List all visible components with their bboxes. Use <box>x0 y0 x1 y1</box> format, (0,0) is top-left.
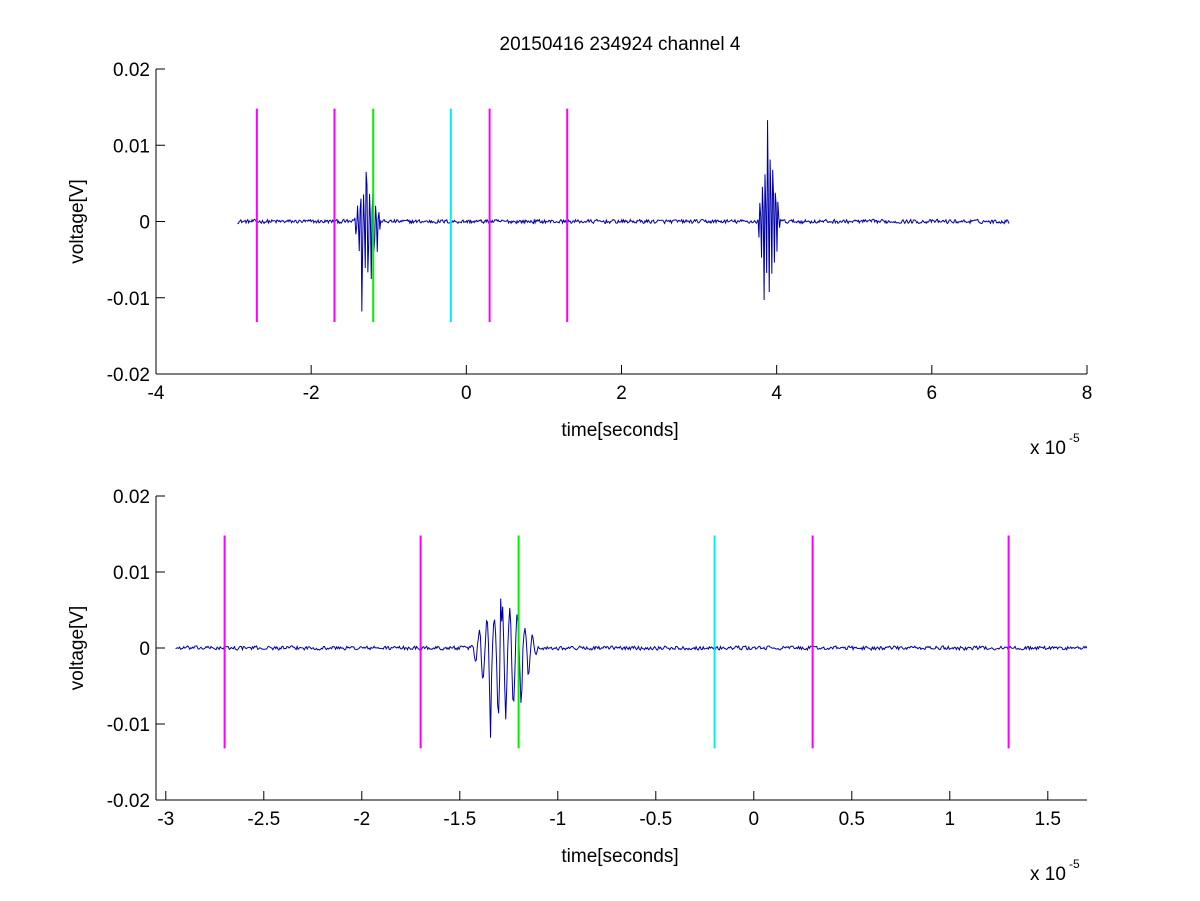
figure-title: 20150416 234924 channel 4 <box>500 34 741 55</box>
top-x-tick-label-8: 8 <box>1082 383 1093 404</box>
bottom-x-tick-label-0: 0 <box>749 809 760 830</box>
bottom-x-tick-label-m1: -1 <box>549 809 566 830</box>
bottom-y-tick-label-m0p01: -0.01 <box>107 715 150 736</box>
top-y-tick-label-0p01: 0.01 <box>113 136 150 157</box>
bottom-x-tick-label-m1p5: -1.5 <box>443 809 476 830</box>
top-x-axis-label: time[seconds] <box>561 420 678 441</box>
bottom-signal-trace <box>175 598 1087 738</box>
top-y-tick-label-m0p02: -0.02 <box>107 365 150 386</box>
bottom-x-tick-label-m0p5: -0.5 <box>639 809 672 830</box>
top-y-tick-label-m0p01: -0.01 <box>107 289 150 310</box>
bottom-x-tick-label-1: 1 <box>945 809 956 830</box>
top-plot: -4 -2 0 2 4 6 8 -0.02 -0.01 0 0.01 0.02 time[seconds… <box>67 60 1092 459</box>
top-y-tick-label-0: 0 <box>139 213 150 234</box>
top-signal-trace <box>237 120 1010 312</box>
bottom-x-tick-label-1p5: 1.5 <box>1035 809 1061 830</box>
top-y-tick-label-0p02: 0.02 <box>113 60 150 81</box>
bottom-y-tick-label-m0p02: -0.02 <box>107 791 150 812</box>
bottom-x-axis-label: time[seconds] <box>561 846 678 867</box>
bottom-x-exponent: -5 <box>1069 857 1080 871</box>
top-x-tick-label-2: 2 <box>616 383 627 404</box>
top-x-multiplier: x 10 <box>1030 438 1066 459</box>
bottom-plot: -3 -2.5 -2 -1.5 -1 -0.5 0 0.5 1 1.5 -0.02 -0.01 0 0.0… <box>67 487 1087 885</box>
bottom-x-tick-label-m2p5: -2.5 <box>247 809 280 830</box>
bottom-y-tick-label-0p02: 0.02 <box>113 487 150 508</box>
bottom-x-tick-label-0p5: 0.5 <box>839 809 865 830</box>
top-x-exponent: -5 <box>1069 431 1080 445</box>
bottom-x-tick-label-m2: -2 <box>353 809 370 830</box>
bottom-y-tick-label-0: 0 <box>139 639 150 660</box>
top-x-tick-label-4: 4 <box>771 383 782 404</box>
top-x-tick-label-6: 6 <box>927 383 938 404</box>
top-y-axis-label: voltage[V] <box>67 179 88 264</box>
bottom-x-tick-label-m3: -3 <box>157 809 174 830</box>
top-x-tick-label-m2: -2 <box>303 383 320 404</box>
bottom-x-multiplier: x 10 <box>1030 864 1066 885</box>
top-x-tick-label-m4: -4 <box>148 383 165 404</box>
bottom-y-axis-label: voltage[V] <box>67 606 88 691</box>
bottom-y-tick-label-0p01: 0.01 <box>113 563 150 584</box>
top-x-tick-label-0: 0 <box>461 383 472 404</box>
